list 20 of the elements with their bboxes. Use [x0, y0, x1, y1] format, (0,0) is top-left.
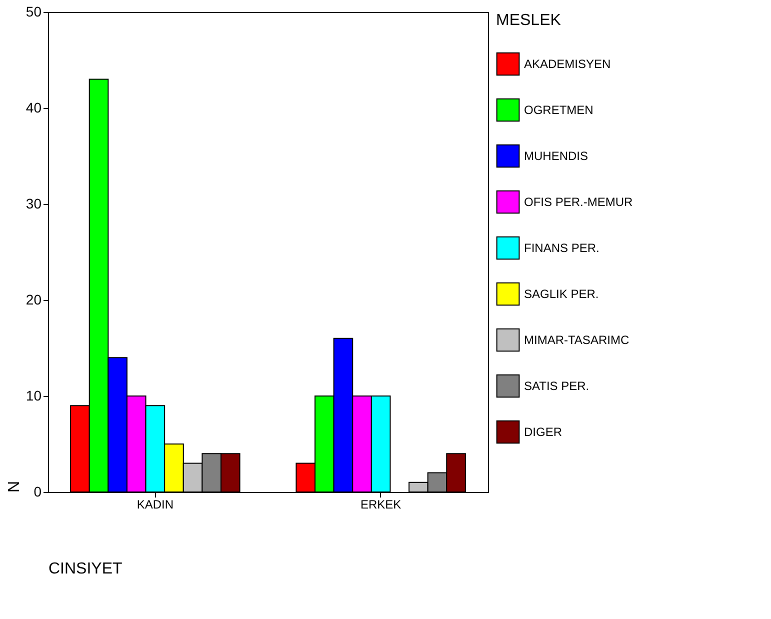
x-tick-label: ERKEK — [360, 498, 402, 512]
y-axis-title: N — [6, 480, 23, 492]
legend-label: SATIS PER. — [524, 379, 590, 393]
y-tick-label: 30 — [26, 196, 42, 212]
legend-label: OGRETMEN — [524, 103, 594, 117]
legend-label: SAGLIK PER. — [524, 287, 599, 301]
y-tick-label: 20 — [26, 292, 42, 308]
legend-label: MUHENDIS — [524, 149, 588, 163]
legend-label: DIGER — [524, 425, 562, 439]
legend-label: FINANS PER. — [524, 241, 600, 255]
legend-label: OFIS PER.-MEMUR — [524, 195, 633, 209]
y-tick-label: 0 — [34, 484, 42, 500]
y-tick-label: 40 — [26, 100, 42, 116]
y-tick-label: 50 — [26, 4, 42, 20]
legend-label: AKADEMISYEN — [524, 57, 611, 71]
legend-title: MESLEK — [496, 12, 562, 29]
x-axis-title: CINSIYET — [48, 560, 123, 578]
y-tick-label: 10 — [26, 388, 42, 404]
x-tick-label: KADIN — [136, 498, 174, 512]
legend-label: MIMAR-TASARIMC — [524, 333, 630, 347]
